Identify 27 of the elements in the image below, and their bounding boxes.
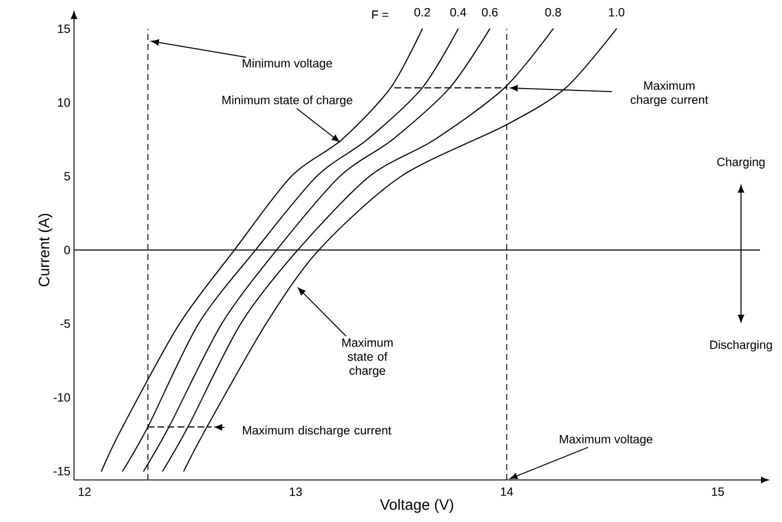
annotation: Maximum charge current [630, 81, 708, 106]
y-tick-label: -5 [60, 320, 70, 328]
annotation: Discharging [710, 340, 772, 352]
x-tick-label: 12 [78, 488, 91, 496]
x-tick-label: 15 [712, 488, 724, 496]
series-label: 0.8 [545, 8, 561, 16]
series-label: 0.4 [450, 8, 466, 16]
series-label: 1.0 [609, 8, 624, 16]
annotation: Minimum voltage [242, 58, 332, 70]
text: F = [372, 10, 388, 19]
y-tick-label: -10 [54, 393, 70, 402]
annotation: Maximum discharge current [243, 426, 392, 437]
annotation: Minimum state of charge [222, 95, 352, 107]
annotation: Maximum state of charge [342, 338, 393, 378]
x-axis-title: Voltage (V) [380, 498, 454, 513]
y-tick-label: 5 [64, 172, 70, 180]
y-tick-label: -15 [54, 466, 70, 476]
x-tick-label: 14 [500, 488, 514, 496]
y-tick-label: 15 [58, 24, 70, 34]
annotation: Charging [717, 157, 765, 169]
annotation: Maximum voltage [560, 434, 652, 446]
series-label: 0.2 [414, 8, 430, 16]
y-axis-title: Current (A) [38, 214, 52, 286]
y-tick-label: 10 [58, 98, 70, 107]
y-tick-label: 0 [64, 246, 70, 254]
x-tick-label: 13 [290, 488, 302, 496]
series-label: 0.6 [482, 8, 498, 16]
